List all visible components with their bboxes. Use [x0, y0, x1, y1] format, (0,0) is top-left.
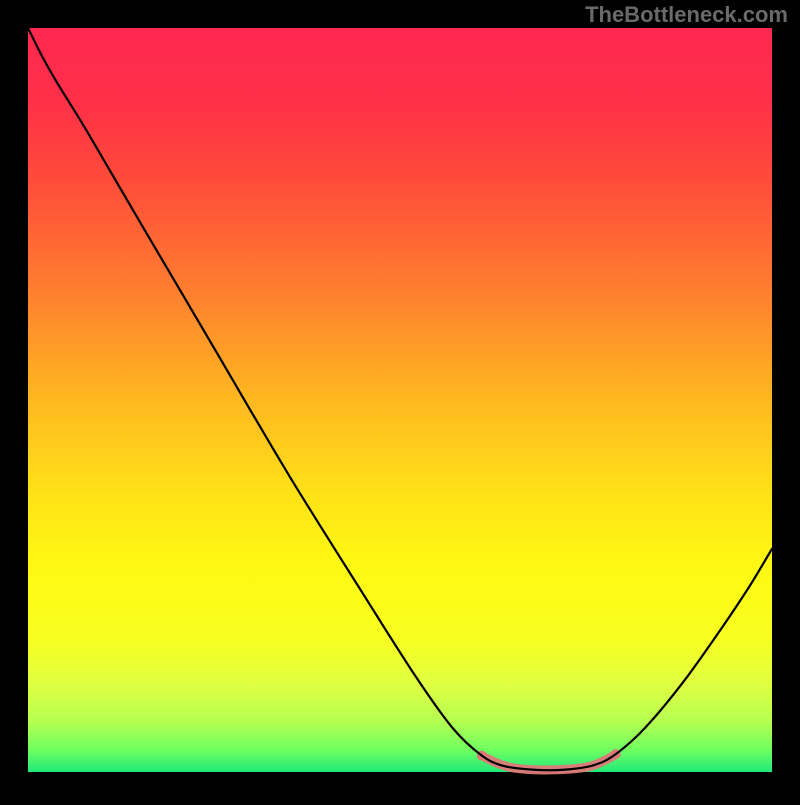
chart-container — [0, 0, 800, 805]
plot-background — [28, 28, 772, 772]
bottleneck-chart — [0, 0, 800, 800]
watermark-text: TheBottleneck.com — [585, 2, 788, 28]
